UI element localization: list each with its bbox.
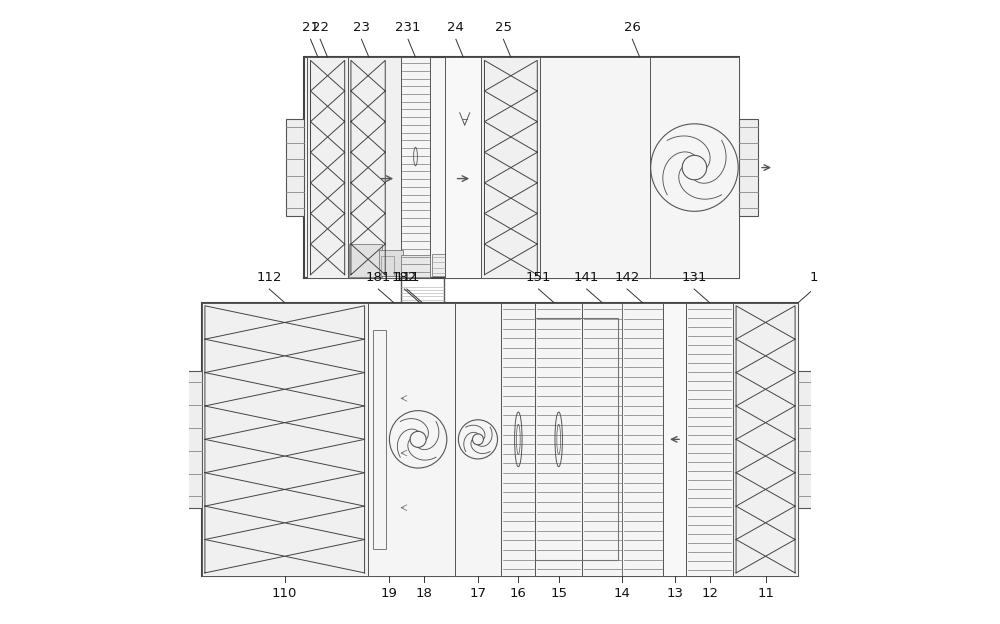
Bar — [381, 256, 394, 276]
Text: 142: 142 — [614, 271, 640, 284]
Bar — [401, 255, 430, 276]
Bar — [663, 303, 686, 576]
Bar — [432, 254, 445, 276]
Text: 21: 21 — [302, 21, 319, 34]
Text: 112: 112 — [256, 271, 282, 284]
Bar — [348, 57, 401, 278]
Bar — [373, 330, 386, 548]
Text: 131: 131 — [681, 271, 707, 284]
Bar — [540, 57, 739, 278]
Text: 23: 23 — [353, 21, 370, 34]
Bar — [401, 57, 430, 278]
Bar — [445, 57, 481, 278]
Text: 151: 151 — [526, 271, 551, 284]
Bar — [455, 303, 501, 576]
Bar — [481, 57, 540, 278]
Text: 14: 14 — [614, 587, 631, 600]
Text: 24: 24 — [447, 21, 464, 34]
Bar — [535, 318, 618, 560]
Text: 16: 16 — [510, 587, 527, 600]
Bar — [379, 250, 403, 276]
Bar — [202, 303, 798, 576]
Text: 111: 111 — [394, 271, 420, 284]
Text: 18: 18 — [416, 587, 433, 600]
Bar — [798, 371, 817, 508]
Text: 19: 19 — [381, 587, 398, 600]
Bar — [307, 57, 348, 278]
Bar — [582, 303, 663, 576]
Bar — [304, 57, 739, 278]
Bar — [349, 243, 382, 276]
Bar — [368, 303, 455, 576]
Bar — [686, 303, 733, 576]
Text: 17: 17 — [469, 587, 486, 600]
Bar — [739, 119, 758, 216]
Text: 110: 110 — [272, 587, 297, 600]
Bar — [501, 303, 535, 576]
Text: 15: 15 — [550, 587, 567, 600]
Bar — [183, 371, 202, 508]
Text: 11: 11 — [757, 587, 774, 600]
Text: 181: 181 — [366, 271, 391, 284]
Text: 12: 12 — [701, 587, 718, 600]
Text: 25: 25 — [495, 21, 512, 34]
Bar — [202, 303, 368, 576]
Text: 141: 141 — [574, 271, 599, 284]
Bar — [733, 303, 798, 576]
Bar — [535, 303, 582, 576]
Text: 1: 1 — [809, 271, 818, 284]
Text: 231: 231 — [395, 21, 421, 34]
Text: 13: 13 — [666, 587, 683, 600]
Bar — [286, 119, 304, 216]
Text: 26: 26 — [624, 21, 641, 34]
Text: 182: 182 — [392, 271, 417, 284]
Text: 22: 22 — [312, 21, 329, 34]
